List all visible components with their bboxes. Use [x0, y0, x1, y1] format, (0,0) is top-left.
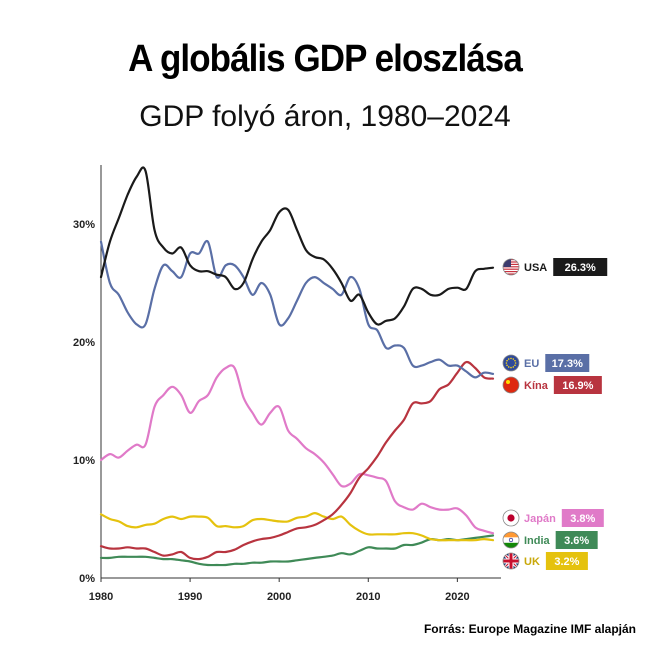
legend-entry: USA 26.3%	[502, 258, 608, 276]
series-line	[99, 534, 495, 567]
source-note: Forrás: Europe Magazine IMF alapján	[423, 622, 636, 636]
legend-series-name: UK	[524, 556, 540, 568]
series-line	[99, 364, 495, 535]
in-flag-icon	[502, 531, 520, 549]
series-line	[99, 512, 495, 542]
legend-value-box	[545, 552, 588, 570]
legend-value-box	[553, 258, 608, 276]
series-line	[99, 239, 495, 379]
legend-value-label: 17.3%	[552, 358, 583, 370]
y-tick-label: 30%	[73, 219, 95, 231]
legend-series-name: India	[524, 535, 551, 547]
series-line	[99, 166, 495, 326]
legend-value-box	[555, 531, 598, 549]
x-tick-label: 2020	[445, 591, 469, 603]
legend-series-name: Japán	[524, 513, 556, 525]
legend-value-box	[545, 354, 590, 372]
us-flag-icon	[502, 258, 520, 276]
legend-series-name: EU	[524, 358, 539, 370]
legend-entry: India 3.6%	[502, 531, 598, 549]
legend-value-label: 26.3%	[565, 262, 596, 274]
x-tick-label: 2000	[267, 591, 291, 603]
chart-subtitle: GDP folyó áron, 1980–2024	[139, 100, 511, 133]
x-tick-label: 1980	[89, 591, 113, 603]
y-tick-label: 0%	[79, 573, 95, 585]
legend-series-name: Kína	[524, 380, 549, 392]
legend-value-label: 3.6%	[564, 535, 589, 547]
y-tick-label: 10%	[73, 455, 95, 467]
chart-axes: 0% 10% 20% 30% 1980 1990 2000 2010 2020	[73, 165, 501, 603]
eu-flag-icon	[502, 354, 520, 372]
legend-value-label: 16.9%	[562, 380, 593, 392]
legend-value-label: 3.8%	[570, 513, 595, 525]
y-tick-label: 20%	[73, 337, 95, 349]
series-line	[99, 360, 495, 561]
jp-flag-icon	[502, 509, 520, 527]
legend-value-label: 3.2%	[554, 556, 579, 568]
legend-series-name: USA	[524, 262, 547, 274]
chart-title: A globális GDP eloszlása	[128, 38, 523, 80]
legend-value-box	[561, 509, 604, 527]
legend-value-box	[553, 376, 602, 394]
legend-entry: Kína 16.9%	[502, 376, 602, 394]
chart-series-lines	[99, 166, 495, 567]
x-tick-label: 2010	[356, 591, 380, 603]
legend-entry: Japán 3.8%	[502, 509, 604, 527]
legend-entry: UK 3.2%	[502, 552, 588, 570]
uk-flag-icon	[502, 552, 520, 570]
legend-entry: EU 17.3%	[502, 354, 590, 372]
chart-legend: USA 26.3%EU 17.3%Kína 16.9%Japán 3.8%India 3.…	[502, 258, 608, 570]
x-tick-label: 1990	[178, 591, 202, 603]
cn-flag-icon	[502, 376, 520, 394]
